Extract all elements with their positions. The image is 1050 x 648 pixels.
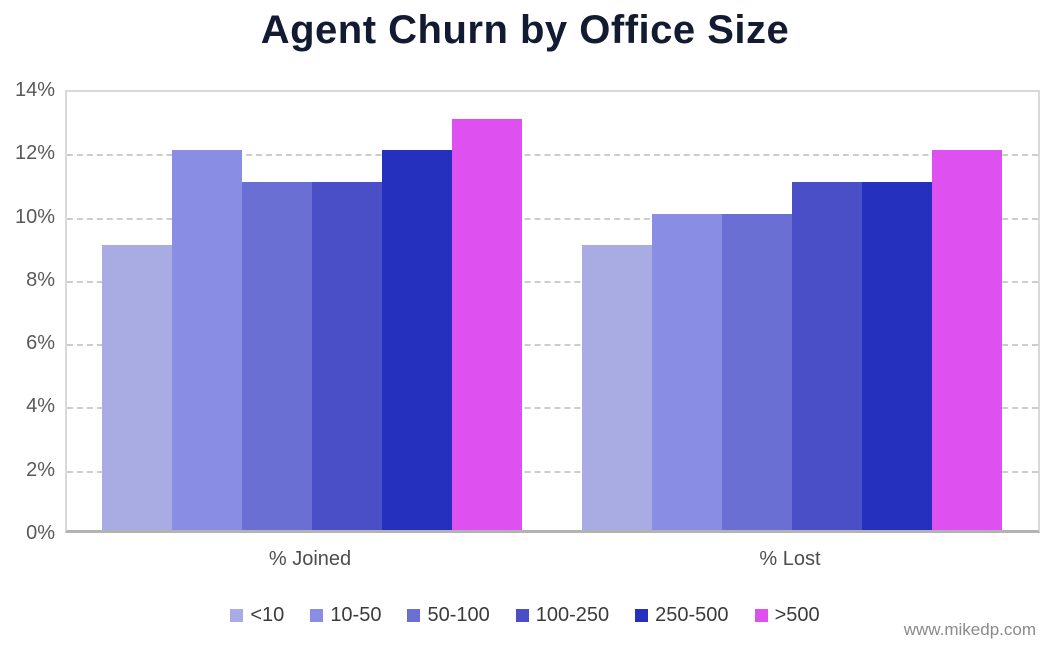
bar-100-250-% Lost xyxy=(792,181,862,530)
y-tick-label-8: 8% xyxy=(26,268,55,291)
bar-50-100-% Lost xyxy=(722,213,792,530)
legend-label: 50-100 xyxy=(427,604,490,626)
bar-group-lost xyxy=(582,150,1002,530)
legend-swatch-icon xyxy=(754,609,768,622)
plot-area xyxy=(65,90,1040,533)
bar->500-% Joined xyxy=(452,118,522,530)
y-tick-label-4: 4% xyxy=(26,395,55,418)
legend-item->500: >500 xyxy=(754,604,820,627)
y-tick-label-12: 12% xyxy=(14,142,55,165)
y-tick-label-14: 14% xyxy=(14,79,55,101)
x-category-label-lost: % Lost xyxy=(759,548,821,570)
y-tick-label-10: 10% xyxy=(14,205,55,228)
bar-group-joined xyxy=(102,118,522,530)
bar-250-500-% Lost xyxy=(862,181,932,530)
legend: <10 10-50 50-100 100-250 250-500 >500 xyxy=(0,604,1050,627)
y-tick-label-2: 2% xyxy=(26,458,55,481)
legend-item-50-100: 50-100 xyxy=(407,604,490,627)
gridline-6 xyxy=(67,344,1038,347)
bar-50-100-% Joined xyxy=(242,181,312,530)
legend-item-10-50: 10-50 xyxy=(310,604,381,627)
legend-swatch-icon xyxy=(230,609,244,622)
gridline-10 xyxy=(67,217,1038,220)
bar->500-% Lost xyxy=(932,150,1002,530)
y-tick-label-0: 0% xyxy=(26,522,55,544)
bar-100-250-% Joined xyxy=(312,181,382,530)
bar-10-50-% Joined xyxy=(172,150,242,530)
legend-item-100-250: 100-250 xyxy=(515,604,610,627)
x-category-label-joined: % Joined xyxy=(268,548,352,570)
legend-item-<10: <10 xyxy=(230,604,284,627)
legend-label: <10 xyxy=(250,604,285,626)
legend-swatch-icon xyxy=(635,609,649,622)
legend-swatch-icon xyxy=(515,609,529,622)
bar-10-50-% Lost xyxy=(652,213,722,530)
legend-label: 250-500 xyxy=(655,604,729,626)
legend-swatch-icon xyxy=(407,609,421,622)
legend-swatch-icon xyxy=(310,609,324,622)
bar-250-500-% Joined xyxy=(382,150,452,530)
watermark: www.mikedp.com xyxy=(903,620,1036,639)
legend-label: 10-50 xyxy=(330,604,382,626)
gridline-8 xyxy=(67,280,1038,283)
gridline-2 xyxy=(67,470,1038,473)
chart-title: Agent Churn by Office Size xyxy=(260,8,790,52)
y-tick-label-6: 6% xyxy=(26,332,55,355)
legend-item-250-500: 250-500 xyxy=(635,604,729,627)
gridline-12 xyxy=(67,154,1038,157)
bar-<10-% Joined xyxy=(102,245,172,530)
bar-<10-% Lost xyxy=(582,245,652,530)
gridline-4 xyxy=(67,407,1038,410)
legend-label: >500 xyxy=(774,604,820,626)
legend-label: 100-250 xyxy=(535,604,610,626)
